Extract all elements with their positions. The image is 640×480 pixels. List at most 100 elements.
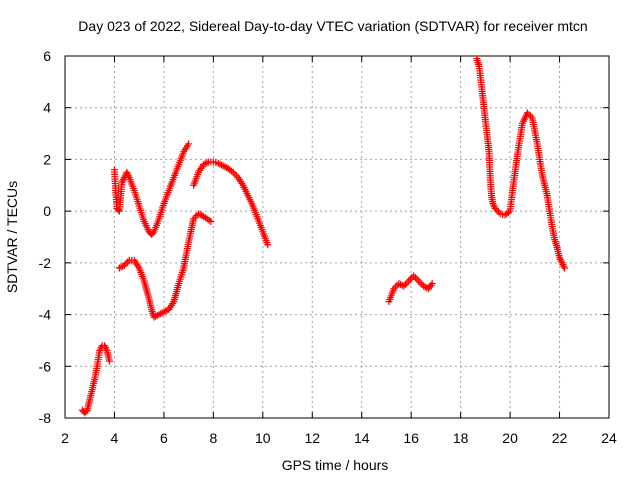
data-point-marker: [123, 168, 131, 176]
data-point-marker: [406, 275, 414, 283]
data-point-marker: [120, 175, 128, 183]
data-point-marker: [157, 310, 165, 318]
data-point-marker: [413, 275, 421, 283]
data-point-marker: [120, 261, 128, 269]
data-point-marker: [557, 257, 565, 265]
grid: [65, 56, 609, 418]
data-point-marker: [411, 274, 419, 282]
x-tick-label: 12: [304, 430, 320, 446]
data-point-marker: [119, 177, 127, 185]
data-point-marker: [101, 343, 109, 351]
data-point-marker: [160, 308, 168, 316]
data-point-marker: [190, 215, 198, 223]
data-point-marker: [491, 205, 499, 213]
y-tick-label: 2: [43, 151, 51, 167]
data-point-marker: [221, 163, 229, 171]
x-axis-label: GPS time / hours: [282, 457, 389, 473]
data-point-marker: [416, 279, 424, 287]
data-point-marker: [490, 201, 498, 209]
data-point-marker: [560, 264, 568, 272]
data-point-marker: [203, 159, 211, 167]
plot-frame: [64, 55, 610, 419]
data-point-marker: [195, 210, 203, 218]
data-point-marker: [556, 255, 564, 263]
x-tick-label: 2: [61, 430, 69, 446]
data-point-marker: [420, 282, 428, 290]
data-point-marker: [229, 168, 237, 176]
data-point-marker: [219, 162, 227, 170]
y-tick-label: 4: [43, 100, 51, 116]
data-point-marker: [114, 206, 122, 214]
data-point-marker: [196, 211, 204, 219]
data-point-marker: [428, 280, 436, 288]
data-point-marker: [489, 199, 497, 207]
y-tick-label: -6: [39, 358, 52, 374]
data-point-marker: [216, 160, 224, 168]
x-tick-label: 16: [403, 430, 419, 446]
data-point-marker: [117, 263, 125, 271]
data-point-marker: [560, 262, 568, 270]
data-point-marker: [525, 111, 533, 119]
data-point-marker: [398, 281, 406, 289]
series-segment-a: [78, 342, 114, 417]
data-point-marker: [427, 281, 435, 289]
data-point-marker: [122, 260, 130, 268]
data-point-marker: [559, 261, 567, 269]
series-segment-b: [110, 140, 193, 238]
data-point-marker: [395, 280, 403, 288]
data-point-marker: [118, 179, 126, 187]
data-point-marker: [162, 307, 170, 315]
data-point-marker: [495, 208, 503, 216]
x-tick-label: 6: [160, 430, 168, 446]
data-point-marker: [218, 161, 226, 169]
data-point-marker: [191, 213, 199, 221]
x-tick-label: 24: [601, 430, 617, 446]
data-point-marker: [155, 311, 163, 319]
data-point-marker: [198, 211, 206, 219]
data-point-marker: [231, 170, 239, 178]
series-segment-c: [115, 210, 215, 321]
data-point-marker: [115, 264, 123, 272]
data-point-marker: [415, 277, 423, 285]
data-point-marker: [199, 161, 207, 169]
y-axis-label: SDTVAR / TECUs: [4, 181, 20, 293]
data-point-marker: [410, 272, 418, 280]
x-tick-label: 14: [354, 430, 370, 446]
data-point-marker: [556, 254, 564, 262]
y-tick-label: -8: [39, 410, 52, 426]
data-point-marker: [152, 312, 160, 320]
series-segment-d: [190, 158, 272, 249]
data-point-marker: [153, 311, 161, 319]
data-point-marker: [82, 408, 90, 416]
data-point-marker: [405, 277, 413, 285]
data-point-marker: [124, 170, 132, 178]
data-point-marker: [232, 172, 240, 180]
x-tick-label: 4: [111, 430, 119, 446]
y-tick-label: -4: [39, 307, 52, 323]
data-point-marker: [493, 206, 501, 214]
x-tick-label: 10: [255, 430, 271, 446]
data-point-marker: [158, 309, 166, 317]
data-point-marker: [101, 342, 109, 350]
y-tick-label: 0: [43, 203, 51, 219]
data-point-marker: [523, 109, 531, 117]
data-point-marker: [527, 112, 535, 120]
series-segment-f: [473, 55, 568, 272]
data-point-marker: [102, 345, 110, 353]
data-point-marker: [201, 160, 209, 168]
y-tick-label: 6: [43, 48, 51, 64]
data-point-marker: [124, 172, 132, 180]
y-tick-label: -2: [39, 255, 52, 271]
data-point-marker: [207, 217, 215, 225]
data-point-marker: [390, 285, 398, 293]
data-point-marker: [401, 280, 409, 288]
data-point-marker: [403, 279, 411, 287]
series-segment-e: [385, 272, 436, 306]
data-point-marker: [185, 140, 193, 148]
data-point-marker: [150, 313, 158, 321]
data-point-marker: [227, 167, 235, 175]
x-tick-label: 22: [552, 430, 568, 446]
x-tick-label: 18: [453, 430, 469, 446]
data-point-marker: [504, 208, 512, 216]
